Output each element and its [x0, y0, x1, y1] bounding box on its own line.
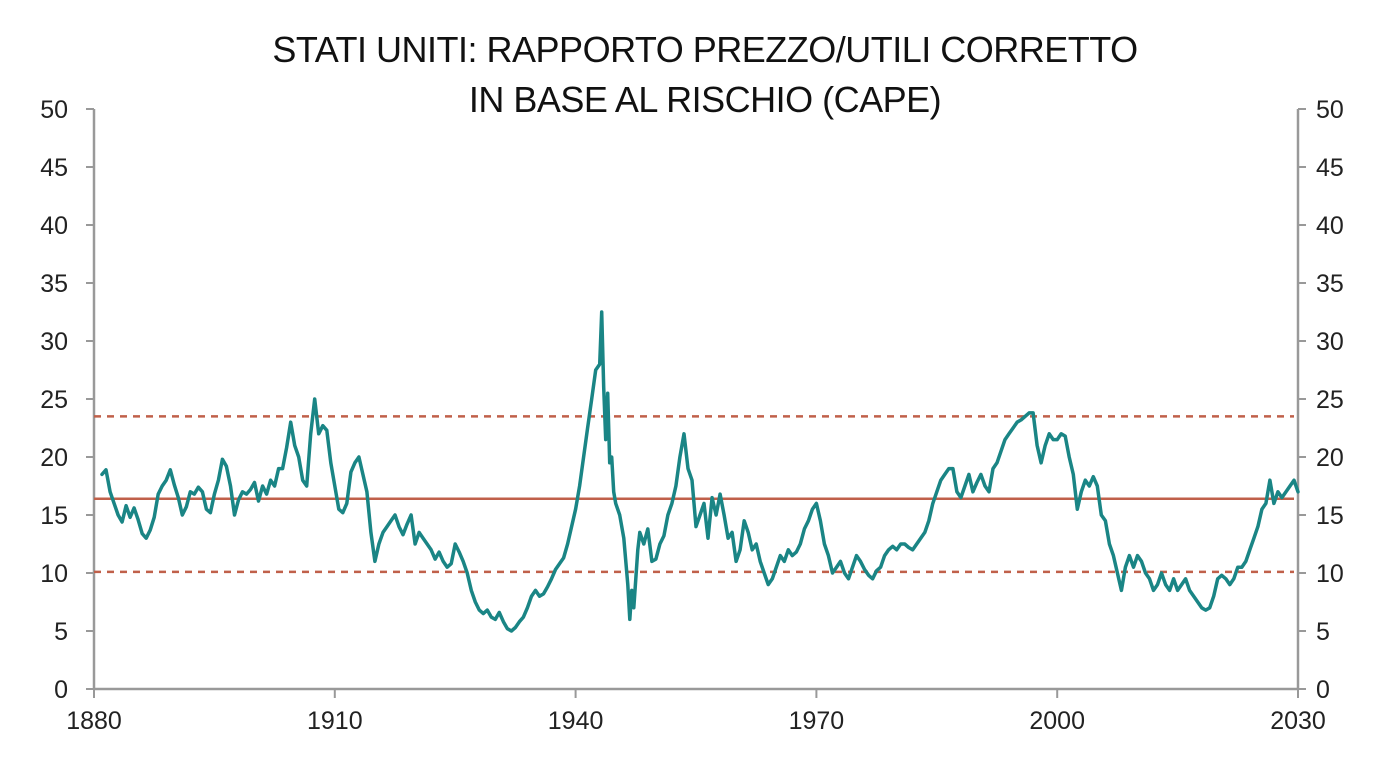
x-tick-label: 2000	[1029, 707, 1085, 735]
series-group	[100, 310, 1300, 633]
y-tick-label-right: 25	[1316, 386, 1344, 414]
y-tick-label-right: 0	[1316, 676, 1330, 704]
y-tick-label-left: 10	[40, 560, 68, 588]
y-tick-label-left: 15	[40, 502, 68, 530]
axes: 0 0 5 5 10 10 15 15 20 20 25 25 30 30 35 35 40 40 45 45 50 50…	[40, 96, 1344, 735]
y-tick-label-right: 45	[1316, 154, 1344, 182]
y-tick-label-left: 30	[40, 328, 68, 356]
y-tick-label-right: 40	[1316, 212, 1344, 240]
y-tick-label-right: 20	[1316, 444, 1344, 472]
y-tick-label-left: 20	[40, 444, 68, 472]
y-tick-label-right: 50	[1316, 96, 1344, 124]
y-tick-label-right: 10	[1316, 560, 1344, 588]
x-tick-label: 1880	[66, 707, 122, 735]
cape-series-line	[100, 310, 1300, 633]
x-tick-label: 1970	[789, 707, 845, 735]
chart-title-line-2: IN BASE AL RISCHIO (CAPE)	[469, 79, 941, 120]
y-tick-label-left: 0	[54, 676, 68, 704]
y-tick-label-left: 50	[40, 96, 68, 124]
y-tick-label-left: 5	[54, 618, 68, 646]
y-tick-label-left: 35	[40, 270, 68, 298]
x-tick-label: 1910	[307, 707, 363, 735]
y-tick-label-right: 30	[1316, 328, 1344, 356]
x-tick-label: 2030	[1270, 707, 1326, 735]
y-tick-label-left: 40	[40, 212, 68, 240]
y-tick-label-right: 15	[1316, 502, 1344, 530]
y-tick-label-right: 35	[1316, 270, 1344, 298]
y-tick-label-left: 25	[40, 386, 68, 414]
y-tick-label-left: 45	[40, 154, 68, 182]
chart-title-line-1: STATI UNITI: RAPPORTO PREZZO/UTILI CORRE…	[272, 29, 1137, 70]
x-tick-label: 1940	[548, 707, 604, 735]
y-tick-label-right: 5	[1316, 618, 1330, 646]
